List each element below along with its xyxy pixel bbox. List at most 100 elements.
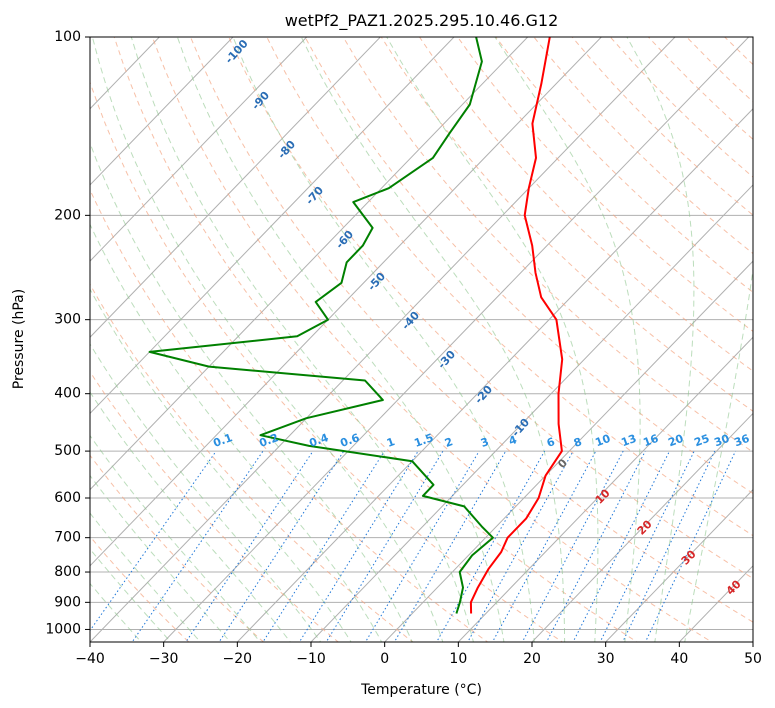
- mixing-ratio-label: 0.2: [257, 431, 280, 450]
- isotherm-grid: [90, 37, 753, 642]
- y-tick-label: 600: [54, 490, 81, 506]
- dry-adiabat-line: [266, 37, 753, 537]
- mixing-ratio-line: [185, 450, 314, 642]
- dewpoint-profile-line: [148, 37, 494, 614]
- isotherm-line: [90, 37, 308, 262]
- isotherm-line: [162, 37, 750, 642]
- x-tick-label: −10: [296, 651, 326, 667]
- isotherm-line: [90, 37, 529, 491]
- moist-adiabat-line: [232, 37, 535, 642]
- y-tick-label: 1000: [45, 621, 81, 637]
- mixing-ratio-label: 25: [692, 432, 711, 449]
- x-tick-label: −40: [75, 651, 105, 667]
- mixing-ratio-line: [218, 450, 345, 642]
- dry-adiabat-line: [90, 188, 489, 642]
- plot-frame: [89, 36, 754, 643]
- moist-adiabat-line: [684, 266, 753, 642]
- y-tick-label: 400: [54, 386, 81, 402]
- dry-adiabat-line: [456, 37, 753, 333]
- mixing-ratio-label: 0.1: [211, 431, 234, 450]
- mixing-ratio-label: 16: [641, 432, 660, 450]
- x-tick-label: 30: [597, 651, 615, 667]
- x-tick-label: 10: [449, 651, 467, 667]
- mixing-ratio-line: [90, 450, 217, 632]
- x-axis-label: Temperature (°C): [360, 682, 482, 698]
- chart-title: wetPf2_PAZ1.2025.295.10.46.G12: [285, 11, 559, 31]
- isotherm-line: [90, 37, 234, 186]
- y-tick-label: 500: [54, 443, 81, 459]
- x-tick-label: −30: [149, 651, 179, 667]
- y-tick-label: 700: [54, 530, 81, 546]
- moist-adiabat-line: [90, 223, 383, 642]
- moist-adiabat-line: [300, 37, 566, 642]
- y-tick-label: 300: [54, 312, 81, 328]
- mixing-ratio-line: [622, 450, 716, 642]
- isotherm-line: [90, 37, 603, 567]
- isotherm-line: [531, 412, 753, 642]
- isotherm-line: [236, 108, 753, 642]
- x-tick-label: −20: [223, 651, 253, 667]
- x-tick-label: 50: [744, 651, 762, 667]
- moist-adiabat-line: [386, 37, 599, 642]
- mixing-ratio-label: 3: [479, 435, 491, 450]
- mixing-ratio-line: [364, 450, 480, 642]
- dry-adiabat-line: [90, 80, 564, 642]
- moist-adiabat-line: [130, 37, 474, 642]
- isotherm-line: [457, 336, 753, 642]
- mixing-ratio-line: [467, 450, 574, 642]
- mixing-ratio-label: 1.5: [412, 431, 435, 450]
- mixing-ratio-label: 6: [545, 435, 557, 450]
- mixing-ratio-label: 13: [619, 432, 638, 449]
- isotherm-line: [90, 37, 676, 642]
- mixing-ratio-label: 20: [666, 432, 685, 450]
- plot-area: -100-90-80-70-60-50-40-30-20-100.1 0.2 0.4…: [90, 37, 753, 642]
- y-axis-label: Pressure (hPa): [11, 289, 27, 389]
- moist-adiabat-line: [90, 343, 322, 642]
- mixing-ratio-line: [131, 450, 264, 642]
- y-tick-label: 800: [54, 564, 81, 580]
- y-tick-label: 100: [54, 29, 81, 45]
- sounding-profiles: [148, 37, 564, 614]
- mixing-ratio-label: 8: [572, 435, 584, 450]
- dry-adiabat-line: [380, 37, 753, 412]
- mixing-ratio-label: 36: [732, 432, 751, 450]
- y-axis: 100 200 300 400 500 600 700 800 900 1000: [45, 29, 90, 637]
- temperature-profile-line: [469, 37, 564, 614]
- moist-adiabat-line: [176, 37, 505, 642]
- x-axis: −40 −30 −20 −10 0 10 20 30 40 50: [75, 642, 762, 667]
- mixing-ratio-line: [262, 450, 385, 642]
- mixing-ratio-label: 4: [507, 433, 519, 448]
- isotherm-line: [383, 260, 753, 642]
- mixing-ratio-line: [436, 450, 546, 642]
- mixing-ratio-line: [393, 450, 507, 642]
- dry-adiabats: [90, 37, 753, 642]
- mixing-ratio-label: 2: [443, 435, 455, 450]
- mixing-ratio-lines: [90, 450, 736, 642]
- isotherm-line: [604, 488, 753, 642]
- isotherm-line: [90, 37, 382, 338]
- moist-adiabat-line: [90, 288, 352, 642]
- mixing-ratio-line: [491, 450, 597, 642]
- mixing-ratio-line: [599, 450, 695, 642]
- dry-adiabat-line: [90, 370, 340, 642]
- dry-adiabat-line: [228, 37, 753, 580]
- moist-adiabat-line: [90, 434, 261, 642]
- mixing-ratio-label: 10: [593, 432, 612, 450]
- isotherm-line: [310, 184, 753, 642]
- dry-adiabat-line: [189, 37, 753, 623]
- x-tick-label: 40: [670, 651, 688, 667]
- isobar-grid: [90, 37, 753, 630]
- dry-adiabat-line: [90, 454, 265, 642]
- y-tick-label: 900: [54, 594, 81, 610]
- y-tick-label: 200: [54, 207, 81, 223]
- mixing-ratio-line: [572, 450, 670, 642]
- mixing-ratio-label: 30: [712, 432, 731, 450]
- isotherm-line: [90, 37, 455, 415]
- moist-adiabat-line: [494, 37, 641, 642]
- moist-adiabats: [90, 37, 753, 642]
- moist-adiabat-line: [626, 37, 695, 642]
- mixing-ratio-label: 0.4: [307, 431, 330, 450]
- dry-adiabat-line: [342, 37, 753, 453]
- moist-adiabat-line: [90, 391, 291, 642]
